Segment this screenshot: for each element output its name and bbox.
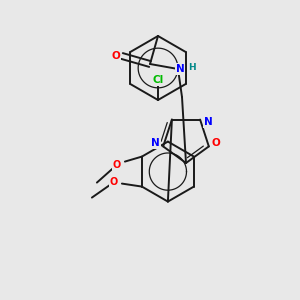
Text: O: O xyxy=(110,177,118,187)
Text: N: N xyxy=(176,64,184,74)
Text: O: O xyxy=(112,51,120,61)
Text: N: N xyxy=(151,138,160,148)
Text: H: H xyxy=(188,64,196,73)
Text: O: O xyxy=(113,160,121,170)
Text: O: O xyxy=(212,138,220,148)
Text: Cl: Cl xyxy=(152,75,164,85)
Text: N: N xyxy=(204,117,212,127)
